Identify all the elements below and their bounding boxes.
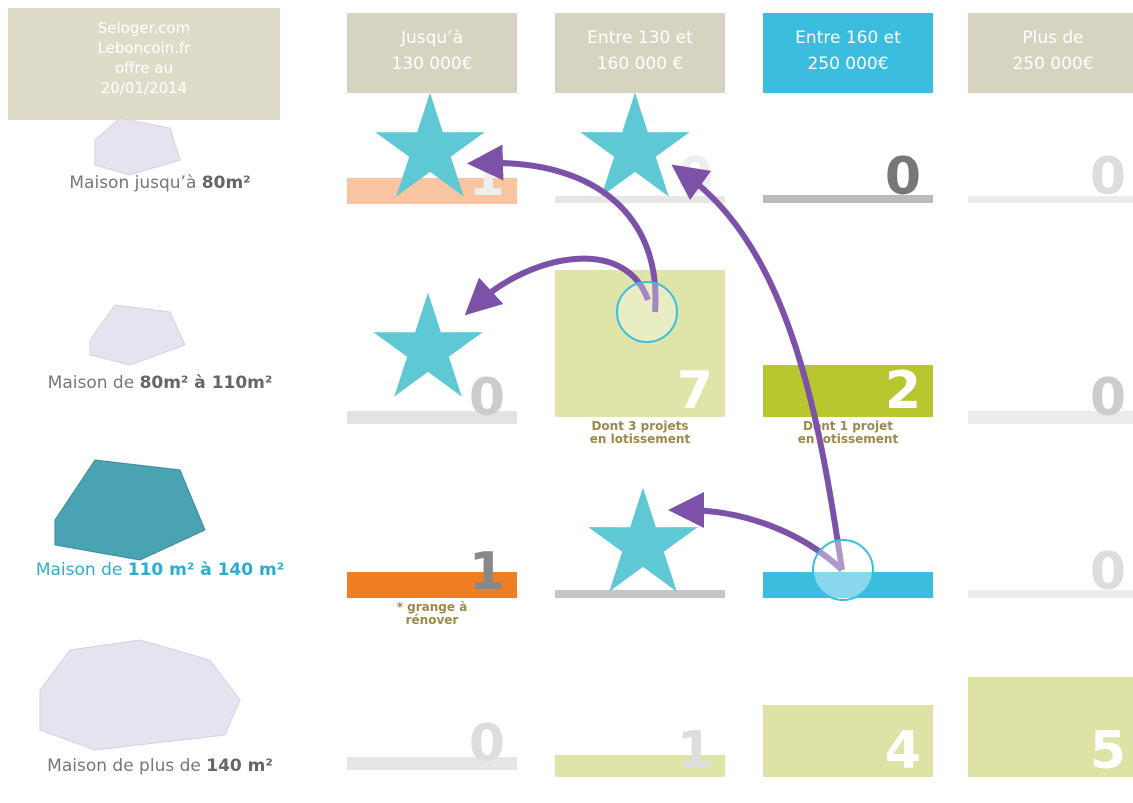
cell-value: 0 [1089, 542, 1126, 602]
arrow [464, 255, 651, 316]
cell-note-line: * grange à [396, 600, 468, 614]
row-label: Maison jusqu’à 80m² [0, 173, 320, 193]
row-label-bold: 80m² à 110m² [139, 373, 273, 393]
column-header-line: 130 000€ [391, 54, 473, 74]
cell-value: 0 [468, 714, 505, 774]
row-label-text: Maison jusqu’à [69, 173, 202, 193]
cell-value: 7 [676, 361, 713, 421]
cell-note: * grange à rénover [347, 601, 517, 627]
row-label-text: Maison de [47, 373, 140, 393]
cell-bar [555, 196, 725, 203]
cell-bar [968, 590, 1133, 598]
cell-bar [763, 572, 933, 598]
column-header: Plus de 250 000€ [968, 13, 1133, 93]
arrow [467, 144, 659, 313]
cell-value: 0 [468, 368, 505, 428]
source-line: 20/01/2014 [100, 79, 188, 97]
cell-value: 0 [1089, 368, 1126, 428]
cell-value: 1 [676, 721, 713, 781]
column-header-line: Entre 130 et [587, 28, 693, 48]
cell-bar [555, 590, 725, 598]
star [588, 487, 698, 592]
column-header: Jusqu’à 130 000€ [347, 13, 517, 93]
arrow [668, 492, 845, 573]
cell-note-line: en lotissement [589, 432, 691, 446]
row-label-bold: 110 m² à 140 m² [127, 560, 285, 580]
column-header-line: Plus de [1022, 28, 1084, 48]
cell-bar [347, 178, 517, 204]
highlight-circle [812, 539, 874, 601]
row-label: Maison de plus de 140 m² [0, 756, 320, 776]
column-header-line: 250 000€ [807, 54, 889, 74]
cell-bar [347, 572, 517, 598]
cell-value: 0 [884, 147, 921, 207]
cell-bar [763, 705, 933, 777]
column-header-line: 250 000€ [1012, 54, 1094, 74]
highlight-circle [616, 281, 678, 343]
cell-bar [347, 411, 517, 424]
row-label-text: Maison de [35, 560, 128, 580]
star [375, 92, 485, 197]
row-label: Maison de 80m² à 110m² [0, 373, 320, 393]
cell-bar [555, 270, 725, 417]
row-label: Maison de 110 m² à 140 m² [0, 560, 320, 580]
source-box: Seloger.com Leboncoin.fr offre au 20/01/… [8, 8, 280, 120]
cell-value: 2 [884, 361, 921, 421]
row-label-bold: 140 m² [206, 756, 273, 776]
cell-bar [968, 677, 1133, 777]
cell-note: Dont 3 projets en lotissement [555, 420, 725, 446]
cell-value: 4 [884, 721, 921, 781]
column-header-line: Jusqu’à [400, 28, 464, 48]
source-line: Leboncoin.fr [97, 39, 191, 57]
star [580, 92, 690, 197]
column-header-line: Entre 160 et [795, 28, 901, 48]
row-label-text: Maison de plus de [47, 756, 207, 776]
cell-bar [347, 757, 517, 770]
source-line: offre au [114, 59, 174, 77]
column-header: Entre 160 et 250 000€ [763, 13, 933, 93]
row-label-bold: 80m² [201, 173, 251, 193]
cell-value: 5 [1089, 721, 1126, 781]
cell-note-line: rénover [405, 613, 459, 627]
column-header-line: 160 000 € [596, 54, 684, 74]
cell-bar [968, 196, 1133, 203]
cell-value: 1 [468, 542, 505, 602]
cell-note-line: Dont 3 projets [591, 419, 689, 433]
cell-value: 0 [1089, 147, 1126, 207]
source-line: Seloger.com [97, 19, 191, 37]
column-header: Entre 130 et 160 000 € [555, 13, 725, 93]
cell-note-line: Dont 1 projet [803, 419, 893, 433]
arrow [671, 164, 845, 571]
star [373, 292, 483, 397]
cell-bar [763, 195, 933, 203]
cell-bar [555, 755, 725, 777]
cell-bar [763, 365, 933, 417]
cell-bar [968, 411, 1133, 424]
